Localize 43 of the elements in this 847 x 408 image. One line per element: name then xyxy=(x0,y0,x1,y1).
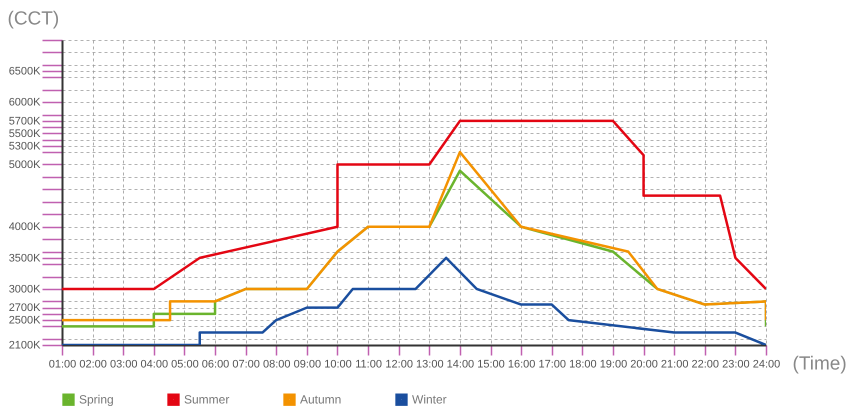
x-tick-label: 21:00 xyxy=(660,358,688,370)
x-tick-label: 05:00 xyxy=(171,358,199,370)
x-tick-label: 01:00 xyxy=(48,358,76,370)
x-tick-label: 24:00 xyxy=(752,358,780,370)
x-tick-label: 08:00 xyxy=(262,358,291,370)
legend-label: Summer xyxy=(184,392,230,407)
x-axis-title: (Time) xyxy=(792,354,847,374)
x-tick-label: 15:00 xyxy=(477,358,505,370)
x-tick-label: 09:00 xyxy=(294,358,322,370)
x-tick-label: 13:00 xyxy=(416,358,444,370)
x-tick-label: 06:00 xyxy=(202,358,230,370)
x-tick-label: 07:00 xyxy=(232,358,260,370)
y-tick-label: 5500K xyxy=(8,128,42,140)
x-tick-label: 20:00 xyxy=(630,358,658,370)
x-tick-label: 16:00 xyxy=(508,358,536,370)
x-tick-label: 12:00 xyxy=(385,358,413,370)
legend-label: Winter xyxy=(412,392,447,407)
x-tick-label: 03:00 xyxy=(110,358,138,370)
x-tick-label: 02:00 xyxy=(79,358,107,370)
y-tick-label: 3000K xyxy=(8,283,42,296)
x-tick-label: 18:00 xyxy=(569,358,597,370)
y-tick-label: 4000K xyxy=(8,221,42,234)
y-tick-label: 3500K xyxy=(8,252,42,264)
x-tick-label: 17:00 xyxy=(538,358,566,370)
y-tick-label: 2700K xyxy=(8,302,42,314)
legend-label: Spring xyxy=(79,392,114,407)
x-tick-label: 10:00 xyxy=(324,358,352,370)
x-tick-label: 04:00 xyxy=(140,358,168,370)
y-axis-title: (CCT) xyxy=(8,8,60,30)
x-tick-label: 14:00 xyxy=(446,358,474,370)
line-series xyxy=(62,120,766,290)
y-tick-label: 6000K xyxy=(8,96,42,109)
y-tick-label: 6500K xyxy=(8,66,42,78)
y-tick-label: 5000K xyxy=(8,158,42,171)
x-tick-label: 22:00 xyxy=(692,358,720,370)
y-tick-label: 2100K xyxy=(8,340,42,352)
y-tick-label: 5300K xyxy=(8,140,42,152)
y-tick-label: 5700K xyxy=(8,115,42,128)
legend-label: Autumn xyxy=(300,392,342,407)
x-tick-label: 11:00 xyxy=(355,358,382,370)
x-tick-label: 23:00 xyxy=(722,358,750,370)
x-tick-label: 19:00 xyxy=(600,358,628,370)
y-tick-label: 2500K xyxy=(8,314,42,327)
